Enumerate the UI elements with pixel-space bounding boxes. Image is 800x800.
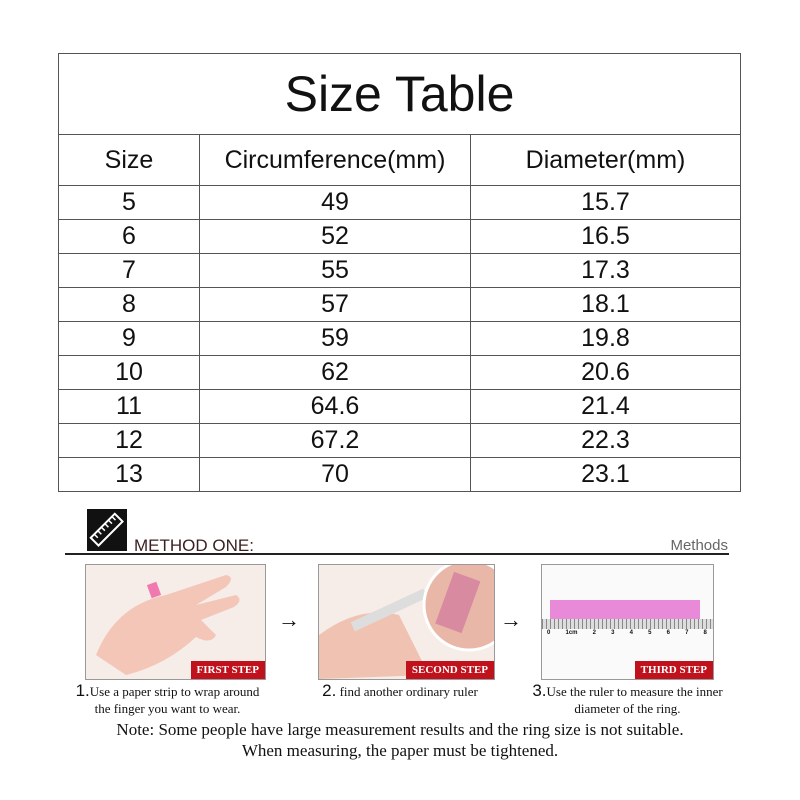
- step-number: 3.: [532, 681, 547, 700]
- table-row: 10 62 20.6: [58, 355, 741, 390]
- note-line-1: Note: Some people have large measurement…: [116, 720, 684, 739]
- diameter-cell: 17.3: [470, 253, 741, 288]
- table-row: 8 57 18.1: [58, 287, 741, 322]
- header-size: Size: [58, 134, 200, 186]
- circumference-cell: 55: [199, 253, 471, 288]
- ruler-label: 5: [648, 630, 652, 636]
- note-line-2: When measuring, the paper must be tighte…: [241, 741, 559, 760]
- size-cell: 8: [58, 287, 200, 322]
- step-1-image: FIRST STEP: [85, 564, 266, 680]
- divider: [65, 553, 729, 555]
- header-diameter: Diameter(mm): [470, 134, 741, 186]
- ruler-label: 0: [547, 630, 551, 636]
- step-number: 2.: [322, 681, 337, 700]
- step-2-image: SECOND STEP: [318, 564, 495, 680]
- ruler-label: 7: [685, 630, 689, 636]
- size-cell: 12: [58, 423, 200, 458]
- caption-line: diameter of the ring.: [574, 701, 681, 716]
- table-row: 12 67.2 22.3: [58, 423, 741, 458]
- arrow-icon: →: [500, 607, 522, 632]
- step-1-badge: FIRST STEP: [190, 661, 265, 679]
- circumference-cell: 62: [199, 355, 471, 390]
- table-row: 9 59 19.8: [58, 321, 741, 356]
- paper-strip: [550, 600, 700, 619]
- diameter-cell: 20.6: [470, 355, 741, 390]
- diameter-cell: 18.1: [470, 287, 741, 322]
- arrow-icon: →: [278, 607, 300, 632]
- ruler: [542, 619, 713, 629]
- size-cell: 7: [58, 253, 200, 288]
- circumference-cell: 64.6: [199, 389, 471, 424]
- ruler-icon: [87, 509, 127, 551]
- step-1-caption: 1.Use a paper strip to wrap around the fi…: [60, 682, 275, 717]
- circumference-cell: 67.2: [199, 423, 471, 458]
- ruler-label: 6: [666, 630, 670, 636]
- ruler-label: 2: [592, 630, 596, 636]
- size-cell: 5: [58, 185, 200, 220]
- circumference-cell: 59: [199, 321, 471, 356]
- step-number: 1.: [75, 681, 90, 700]
- step-2-badge: SECOND STEP: [405, 661, 494, 679]
- size-cell: 11: [58, 389, 200, 424]
- method-title: METHOD ONE:: [134, 536, 254, 555]
- table-row: 7 55 17.3: [58, 253, 741, 288]
- caption-line: Use a paper strip to wrap around: [89, 684, 260, 699]
- diameter-cell: 19.8: [470, 321, 741, 356]
- step-3-image: 0 1cm 2 3 4 5 6 7 8 THIRD STEP: [541, 564, 714, 680]
- ruler-label: 8: [703, 630, 707, 636]
- size-cell: 10: [58, 355, 200, 390]
- methods-label: Methods: [670, 537, 728, 554]
- table-row: 11 64.6 21.4: [58, 389, 741, 424]
- ruler-label: 1cm: [565, 630, 578, 636]
- size-cell: 13: [58, 457, 200, 492]
- diameter-cell: 15.7: [470, 185, 741, 220]
- table-row: 6 52 16.5: [58, 219, 741, 254]
- table-title: Size Table: [58, 53, 741, 135]
- caption-line: the finger you want to wear.: [94, 701, 241, 716]
- diameter-cell: 21.4: [470, 389, 741, 424]
- size-cell: 6: [58, 219, 200, 254]
- caption-line: Use the ruler to measure the inner: [546, 684, 723, 699]
- step-3-caption: 3.Use the ruler to measure the inner diam…: [515, 682, 740, 717]
- circumference-cell: 49: [199, 185, 471, 220]
- circumference-cell: 57: [199, 287, 471, 322]
- table-row: 13 70 23.1: [58, 457, 741, 492]
- diameter-cell: 23.1: [470, 457, 741, 492]
- step-2-caption: 2. find another ordinary ruler: [300, 682, 500, 700]
- circumference-cell: 52: [199, 219, 471, 254]
- size-table: Size Table Size Circumference(mm) Diamet…: [58, 53, 741, 492]
- header-circumference: Circumference(mm): [199, 134, 471, 186]
- diameter-cell: 22.3: [470, 423, 741, 458]
- diameter-cell: 16.5: [470, 219, 741, 254]
- ruler-label: 3: [611, 630, 615, 636]
- size-cell: 9: [58, 321, 200, 356]
- table-row: 5 49 15.7: [58, 185, 741, 220]
- caption-line: find another ordinary ruler: [336, 684, 478, 699]
- ruler-label: 4: [629, 630, 633, 636]
- circumference-cell: 70: [199, 457, 471, 492]
- step-3-badge: THIRD STEP: [634, 661, 713, 679]
